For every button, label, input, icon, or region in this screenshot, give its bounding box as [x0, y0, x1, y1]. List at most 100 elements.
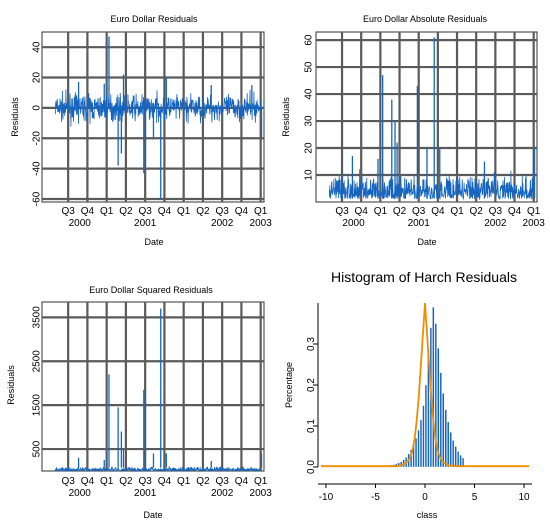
- histogram-bar: [454, 446, 457, 468]
- histogram-bar: [422, 405, 425, 468]
- x-tick-label-quarter: Q4: [235, 206, 249, 217]
- histogram-bar: [434, 323, 437, 468]
- x-tick-label-quarter: Q2: [119, 206, 133, 217]
- x-tick-label-year: 2002: [211, 488, 234, 499]
- x-tick-labels: Q3 Q4 Q1 Q2 Q3 Q4 Q1 Q2 Q3 Q4 Q1 2000 2001 2002 2003: [61, 206, 272, 229]
- x-tick-label-quarter: Q4: [235, 476, 249, 487]
- x-tick-label-quarter: Q1: [100, 476, 114, 487]
- x-tick-label-quarter: Q3: [61, 476, 75, 487]
- y-tick-label: 1500: [32, 394, 43, 417]
- x-tick-label-quarter: Q4: [431, 206, 445, 217]
- histogram-bar: [452, 440, 455, 468]
- y-tick-label: 0.3: [306, 337, 317, 351]
- x-tick-label-year: 2001: [408, 218, 431, 229]
- x-tick-label-quarter: Q4: [81, 476, 95, 487]
- plot-frame: [315, 31, 538, 203]
- histogram-bar: [439, 372, 442, 468]
- x-tick-label-quarter: Q3: [138, 476, 152, 487]
- y-tick-label: 0.0: [306, 460, 317, 474]
- x-tick-labels: Q3 Q4 Q1 Q2 Q3 Q4 Q1 Q2 Q3 Q4 Q1 2000 2001 2002 2003: [61, 476, 272, 499]
- x-tick-label-quarter: Q1: [254, 476, 268, 487]
- x-tick-label-quarter: Q2: [196, 476, 210, 487]
- x-tick-label-year: 2003: [250, 488, 273, 499]
- x-tick-label-quarter: Q4: [158, 476, 172, 487]
- y-tick-label: 60: [304, 34, 315, 46]
- plot-frame: [41, 31, 265, 203]
- series-line: [328, 168, 535, 201]
- y-tick-label: 0.1: [306, 419, 317, 433]
- y-tick-labels: 60 50 40 30 20 10: [304, 34, 315, 180]
- x-tick-label-year: 2002: [484, 218, 507, 229]
- series: [54, 36, 263, 199]
- x-tick-label-quarter: Q3: [138, 206, 152, 217]
- x-tick-label-quarter: Q2: [119, 476, 133, 487]
- x-tick-labels: -10 -5 0 5 10: [319, 484, 530, 503]
- x-tick-label-quarter: Q2: [470, 206, 484, 217]
- x-tick-label-quarter: Q1: [254, 206, 268, 217]
- histogram-bar: [447, 421, 450, 468]
- series-line: [54, 465, 262, 473]
- x-tick-label-quarter: Q1: [177, 206, 191, 217]
- x-tick-label-quarter: Q1: [177, 476, 191, 487]
- x-axis-label: class: [417, 510, 438, 520]
- plot-frame: [41, 301, 265, 472]
- x-tick-label-quarter: Q2: [393, 206, 407, 217]
- panel-squared-residuals: Euro Dollar Squared Residuals 3500 2500 15…: [6, 285, 272, 520]
- histogram-bar: [442, 393, 445, 468]
- histogram-bar: [449, 431, 452, 468]
- x-tick-label-quarter: Q2: [196, 206, 210, 217]
- x-tick-label-year: 2000: [69, 218, 92, 229]
- x-tick-label-quarter: Q3: [215, 206, 229, 217]
- y-tick-labels: 3500 2500 1500 500: [32, 306, 43, 458]
- y-tick-label: 0: [32, 105, 43, 111]
- y-axis-label: Residuals: [10, 97, 20, 137]
- chart-title: Euro Dollar Squared Residuals: [89, 285, 213, 295]
- x-axis-label: Date: [144, 237, 163, 247]
- x-tick-label-year: 2003: [250, 218, 273, 229]
- x-tick-label-year: 2001: [134, 218, 157, 229]
- x-tick-label-quarter: Q3: [335, 206, 349, 217]
- chart-title: Euro Dollar Absolute Residuals: [363, 14, 488, 24]
- y-tick-label: 30: [304, 115, 315, 127]
- y-tick-label: 0.2: [306, 378, 317, 392]
- y-tick-label: 2500: [32, 350, 43, 373]
- x-tick-labels: Q3 Q4 Q1 Q2 Q3 Q4 Q1 Q2 Q3 Q4 Q1 2000 2001 2002 2003: [335, 206, 545, 229]
- y-tick-label: -60: [32, 191, 43, 206]
- x-tick-label: 10: [518, 492, 530, 503]
- chart-title: Histogram of Harch Residuals: [331, 269, 517, 285]
- y-tick-label: 50: [304, 61, 315, 73]
- histogram-bar: [459, 454, 462, 468]
- x-tick-label: -10: [319, 492, 334, 503]
- x-axis-label: Date: [417, 237, 436, 247]
- y-tick-label: -40: [32, 161, 43, 176]
- histogram-bar: [432, 306, 435, 468]
- x-tick-label-quarter: Q1: [450, 206, 464, 217]
- y-tick-label: 40: [32, 41, 43, 53]
- y-tick-label: 20: [304, 142, 315, 154]
- grid: [316, 32, 537, 202]
- y-tick-label: 10: [304, 169, 315, 181]
- grid: [42, 32, 264, 202]
- density-curve: [321, 302, 529, 468]
- y-tick-label: 20: [32, 72, 43, 84]
- x-axis-label: Date: [143, 510, 162, 520]
- x-tick-label-quarter: Q1: [527, 206, 541, 217]
- histogram-bar: [444, 409, 447, 468]
- y-tick-label: 500: [32, 440, 43, 457]
- panel-absolute-residuals: Euro Dollar Absolute Residuals 60 50 40 30 2…: [281, 14, 545, 247]
- x-tick-label-quarter: Q4: [508, 206, 522, 217]
- y-tick-labels: 0.3 0.2 0.1 0.0: [306, 337, 318, 474]
- y-tick-label: -20: [32, 131, 43, 146]
- x-tick-label: -5: [371, 492, 380, 503]
- y-axis-label: Percentage: [284, 362, 294, 408]
- histogram-bar: [424, 384, 428, 468]
- x-tick-label: 0: [422, 492, 428, 503]
- histogram-bar: [456, 451, 460, 468]
- x-tick-label-quarter: Q4: [158, 206, 172, 217]
- x-tick-label-quarter: Q4: [355, 206, 369, 217]
- density-line: [321, 302, 529, 468]
- y-axis-label: Residuals: [281, 97, 291, 137]
- histogram-bar: [437, 347, 440, 468]
- x-tick-label-quarter: Q3: [61, 206, 75, 217]
